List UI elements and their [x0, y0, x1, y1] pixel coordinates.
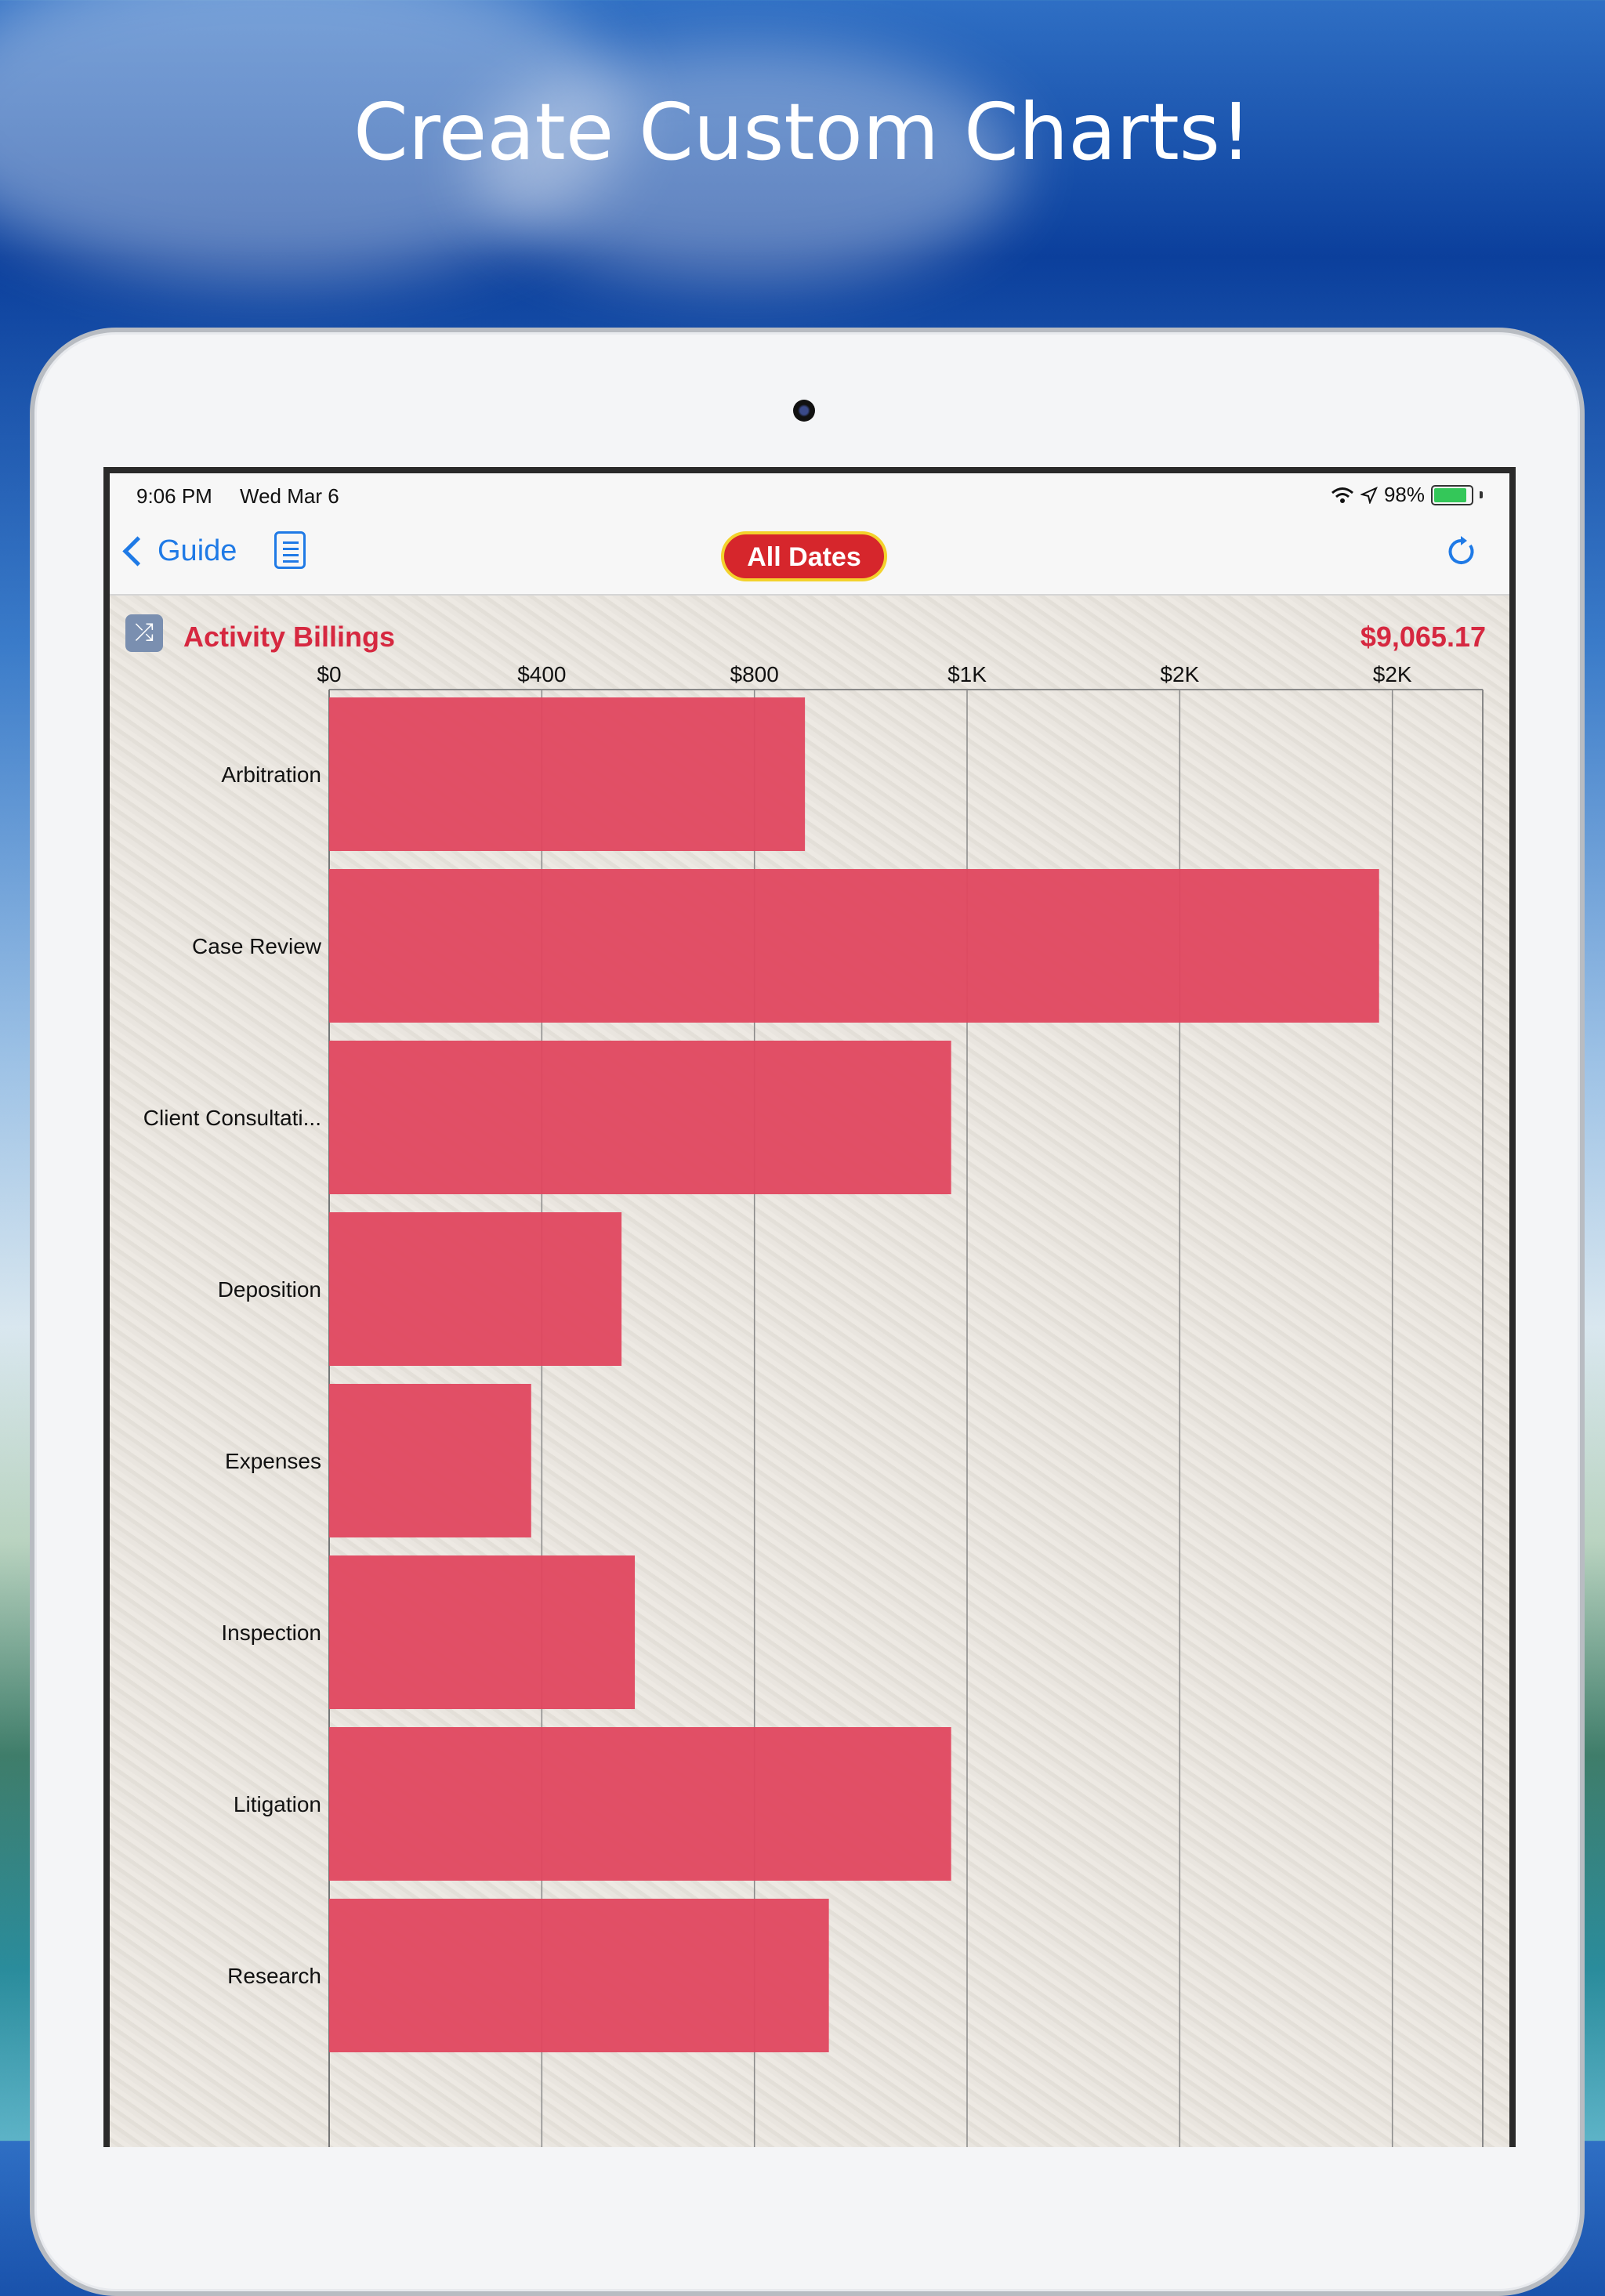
document-icon[interactable]: [274, 531, 306, 569]
chevron-left-icon: [122, 536, 153, 567]
category-label: Case Review: [192, 934, 322, 958]
back-button-label: Guide: [158, 534, 237, 567]
battery-cap: [1480, 491, 1483, 498]
chart-total: $9,065.17: [1360, 621, 1486, 653]
cloud-decoration: [470, 47, 1019, 282]
chart-title: Activity Billings: [183, 621, 396, 653]
status-indicators: 98%: [1331, 483, 1483, 507]
status-time: 9:06 PM: [136, 484, 212, 508]
back-button[interactable]: Guide: [122, 534, 237, 568]
category-label: Arbitration: [221, 762, 321, 787]
status-bar: 9:06 PM Wed Mar 6 98%: [110, 473, 1509, 512]
category-label: Inspection: [221, 1621, 321, 1645]
x-tick-label: $2K: [1373, 662, 1412, 686]
x-tick-label: $1K: [947, 662, 987, 686]
shuffle-icon[interactable]: ⤮: [125, 614, 163, 652]
camera-icon: [793, 400, 815, 422]
battery-icon: [1431, 484, 1473, 505]
wifi-icon: [1331, 487, 1353, 503]
status-date: Wed Mar 6: [240, 484, 339, 508]
bar: [329, 697, 806, 851]
bar: [329, 1384, 531, 1537]
x-tick-label: $800: [730, 662, 779, 686]
category-label: Litigation: [234, 1792, 321, 1816]
location-icon: [1360, 486, 1378, 504]
bar: [329, 1555, 636, 1709]
category-label: Expenses: [225, 1449, 321, 1473]
all-dates-button[interactable]: All Dates: [721, 531, 887, 581]
bar-chart: $0 $400 $800 $1K $2K $2K Arbitration Case Revie…: [143, 662, 1484, 2147]
x-tick-label: $400: [517, 662, 566, 686]
bar: [329, 1041, 951, 1194]
category-label: Research: [227, 1964, 321, 1988]
app-screen: 9:06 PM Wed Mar 6 98% Guide All Dat: [103, 467, 1516, 2147]
battery-fill: [1434, 487, 1467, 502]
battery-percent: 98%: [1383, 483, 1425, 506]
chart-area: ⤮ Activity Billings $9,065.17 $0 $400 $800…: [110, 596, 1509, 2147]
bar: [329, 869, 1379, 1023]
category-label: Deposition: [218, 1277, 321, 1302]
refresh-icon[interactable]: [1444, 534, 1478, 569]
headline: Create Custom Charts!: [353, 86, 1252, 178]
category-label: Client Consultati...: [143, 1106, 321, 1130]
navigation-bar: Guide All Dates: [110, 512, 1509, 596]
x-tick-label: $0: [317, 662, 341, 686]
bar: [329, 1212, 622, 1366]
bar: [329, 1899, 829, 2052]
x-tick-label: $2K: [1160, 662, 1199, 686]
bar: [329, 1727, 951, 1881]
